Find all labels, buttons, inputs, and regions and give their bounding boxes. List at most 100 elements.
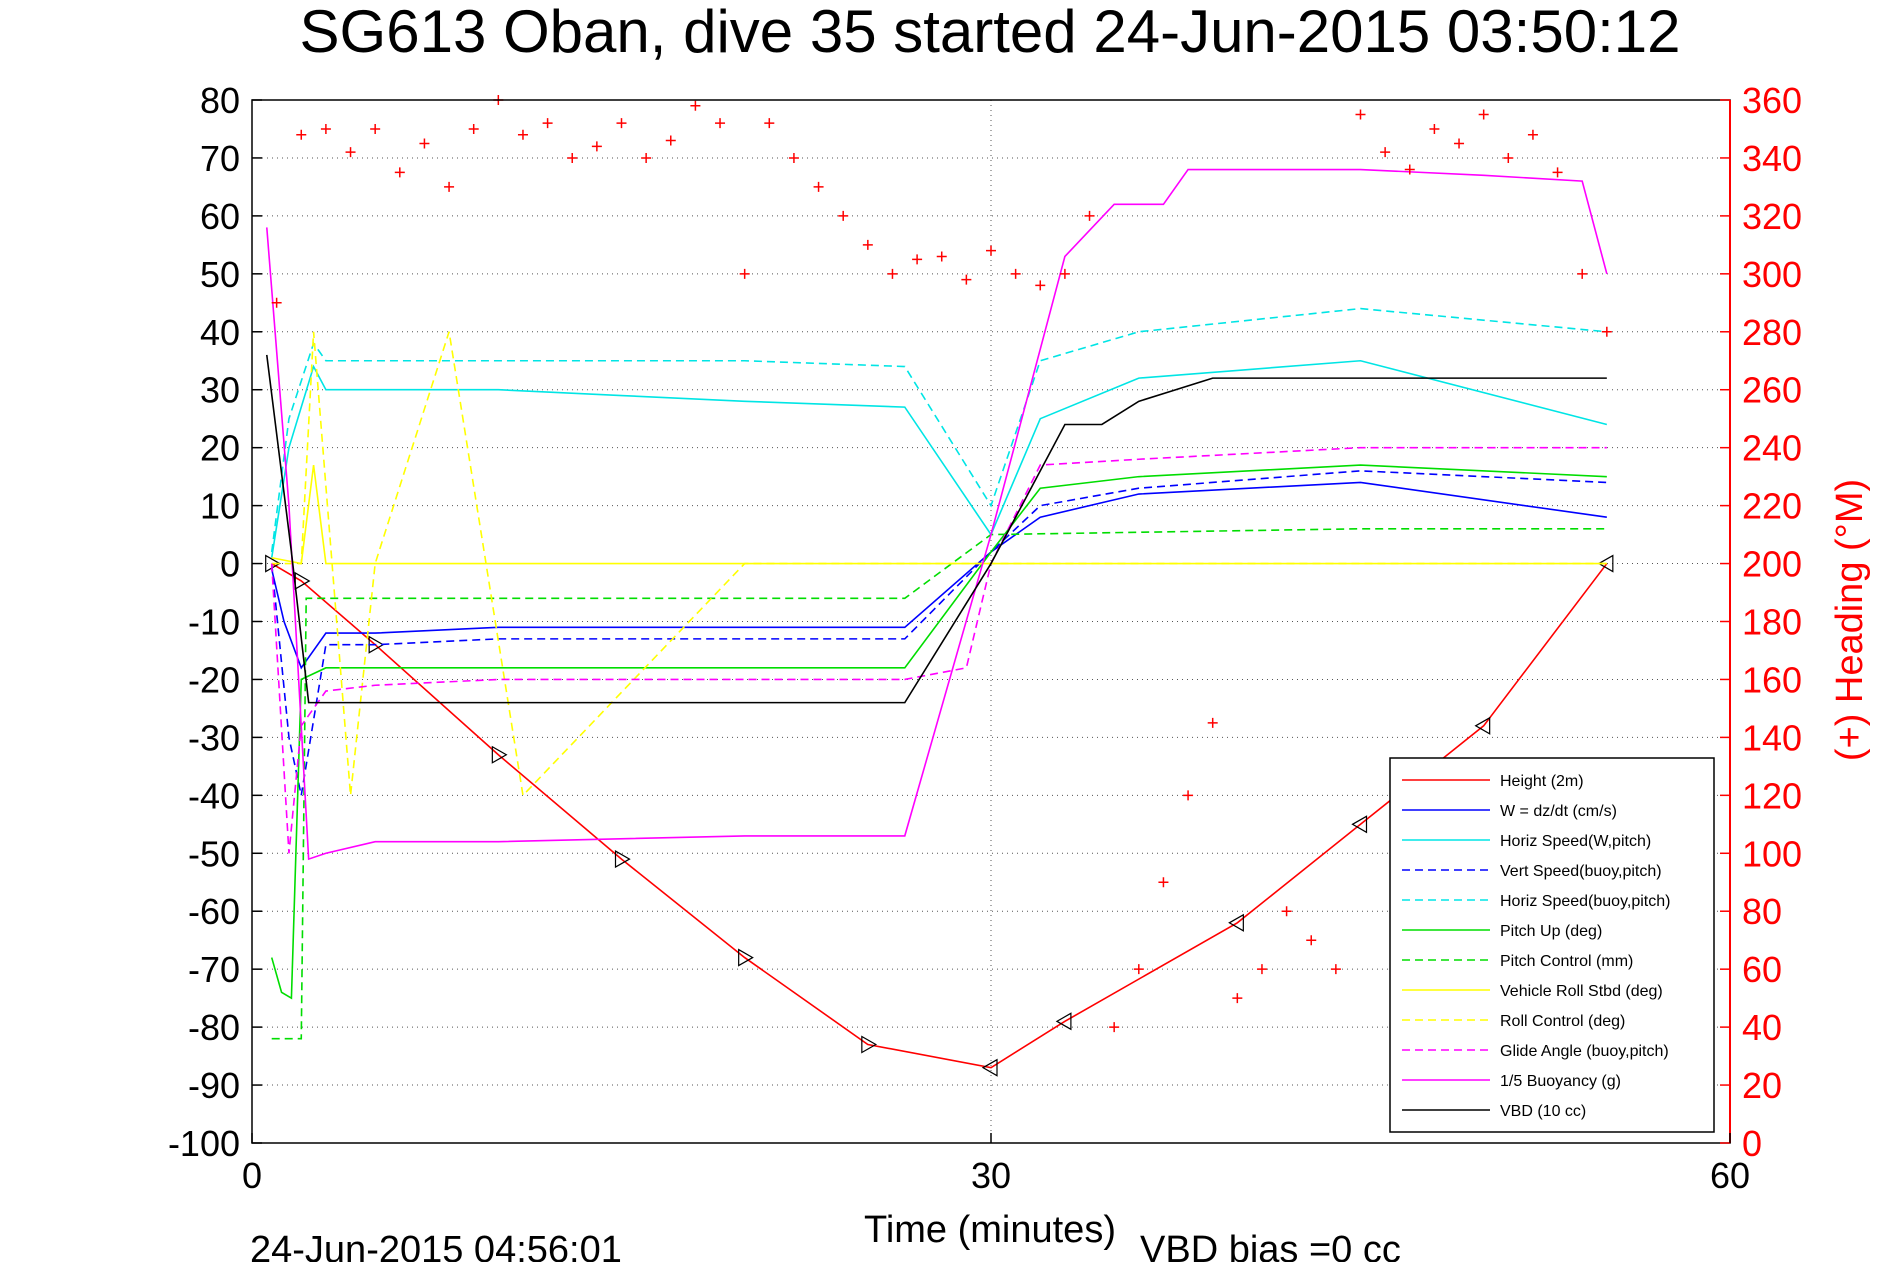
height-marker bbox=[491, 745, 508, 764]
y-right-tick-label: 40 bbox=[1742, 1007, 1782, 1048]
height-marker bbox=[1228, 913, 1244, 932]
y-right-tick-label: 220 bbox=[1742, 486, 1802, 527]
legend-label: Roll Control (deg) bbox=[1500, 1013, 1625, 1030]
series-layer bbox=[265, 95, 1614, 1077]
legend-label: Vehicle Roll Stbd (deg) bbox=[1500, 983, 1663, 1000]
y-right-tick-label: 300 bbox=[1742, 254, 1802, 295]
y-right-tick-label: 320 bbox=[1742, 196, 1802, 237]
series-heading-markers bbox=[271, 95, 1612, 1033]
heading-point bbox=[887, 268, 898, 279]
y-right-tick-label: 200 bbox=[1742, 544, 1802, 585]
heading-point bbox=[813, 181, 824, 192]
legend-label: VBD (10 cc) bbox=[1500, 1103, 1586, 1120]
heading-point bbox=[1059, 268, 1070, 279]
heading-point bbox=[345, 147, 356, 158]
legend-label: 1/5 Buoyancy (g) bbox=[1500, 1073, 1621, 1090]
y-left-tick-label: -90 bbox=[188, 1065, 240, 1106]
legend-box bbox=[1389, 757, 1715, 1133]
y-left-tick-label: 10 bbox=[200, 486, 240, 527]
heading-point bbox=[1478, 109, 1489, 120]
heading-point bbox=[1355, 109, 1366, 120]
footer-timestamp: 24-Jun-2015 04:56:01 bbox=[250, 1229, 622, 1262]
heading-point bbox=[1552, 167, 1563, 178]
heading-point bbox=[1133, 964, 1144, 975]
y-left-tick-label: 0 bbox=[220, 544, 240, 585]
axis-ticks: 80706050403020100-10-20-30-40-50-60-70-8… bbox=[168, 80, 1802, 1196]
x-axis-label: Time (minutes) bbox=[864, 1209, 1116, 1251]
x-tick-label: 30 bbox=[971, 1155, 1011, 1196]
y-left-tick-label: -40 bbox=[188, 775, 240, 816]
height-marker bbox=[1351, 815, 1368, 834]
series-line bbox=[265, 168, 1608, 861]
y-right-tick-label: 260 bbox=[1742, 370, 1802, 411]
heading-point bbox=[1404, 164, 1415, 175]
heading-point bbox=[1429, 123, 1440, 134]
height-marker bbox=[861, 1035, 878, 1054]
y-left-tick-label: 30 bbox=[200, 370, 240, 411]
legend-label: Horiz Speed(buoy,pitch) bbox=[1500, 893, 1670, 910]
heading-point bbox=[739, 268, 750, 279]
heading-point bbox=[1084, 210, 1095, 221]
heading-point bbox=[961, 274, 972, 285]
x-tick-label: 0 bbox=[242, 1155, 262, 1196]
y-right-tick-label: 280 bbox=[1742, 312, 1802, 353]
series-line bbox=[271, 331, 1607, 798]
y-left-tick-label: -60 bbox=[188, 891, 240, 932]
y-right-tick-label: 60 bbox=[1742, 949, 1782, 990]
y-right-tick-label: 120 bbox=[1742, 775, 1802, 816]
heading-point bbox=[1158, 877, 1169, 888]
heading-point bbox=[1035, 280, 1046, 291]
legend-label: Horiz Speed(W,pitch) bbox=[1500, 833, 1651, 850]
y-right-tick-label: 20 bbox=[1742, 1065, 1782, 1106]
y-left-tick-label: 80 bbox=[200, 80, 240, 121]
heading-point bbox=[1454, 138, 1465, 149]
y-left-tick-label: 60 bbox=[200, 196, 240, 237]
heading-point bbox=[1010, 268, 1021, 279]
y-left-tick-label: -30 bbox=[188, 717, 240, 758]
heading-point bbox=[862, 239, 873, 250]
legend-label: Pitch Up (deg) bbox=[1500, 923, 1602, 940]
heading-point bbox=[764, 118, 775, 129]
y-left-tick-label: 40 bbox=[200, 312, 240, 353]
chart-title: SG613 Oban, dive 35 started 24-Jun-2015 … bbox=[300, 0, 1681, 65]
heading-point bbox=[1306, 935, 1317, 946]
legend-label: Height (2m) bbox=[1500, 773, 1584, 790]
y-right-tick-label: 0 bbox=[1742, 1123, 1762, 1164]
height-marker bbox=[981, 1058, 998, 1077]
heading-point bbox=[1330, 964, 1341, 975]
legend-label: W = dz/dt (cm/s) bbox=[1500, 803, 1617, 820]
heading-point bbox=[690, 100, 701, 111]
y-left-tick-label: 70 bbox=[200, 138, 240, 179]
heading-point bbox=[517, 129, 528, 140]
y-right-tick-label: 100 bbox=[1742, 833, 1802, 874]
height-marker bbox=[614, 850, 631, 869]
right-axis-label: (+) Heading (°M) bbox=[1829, 479, 1871, 761]
heading-point bbox=[616, 118, 627, 129]
heading-point bbox=[419, 138, 430, 149]
heading-point bbox=[936, 251, 947, 262]
y-left-tick-label: -10 bbox=[188, 602, 240, 643]
y-left-tick-label: -50 bbox=[188, 833, 240, 874]
y-right-tick-label: 360 bbox=[1742, 80, 1802, 121]
y-right-tick-label: 140 bbox=[1742, 717, 1802, 758]
heading-point bbox=[591, 141, 602, 152]
y-left-tick-label: -80 bbox=[188, 1007, 240, 1048]
heading-point bbox=[1380, 147, 1391, 158]
series-line bbox=[270, 307, 1607, 553]
height-marker bbox=[1055, 1012, 1072, 1031]
height-marker bbox=[1597, 554, 1614, 573]
heading-point bbox=[542, 118, 553, 129]
legend-label: Glide Angle (buoy,pitch) bbox=[1500, 1043, 1669, 1060]
heading-point bbox=[296, 129, 307, 140]
heading-point bbox=[1256, 964, 1267, 975]
heading-point bbox=[370, 123, 381, 134]
heading-point bbox=[444, 181, 455, 192]
heading-point bbox=[986, 245, 996, 256]
heading-point bbox=[1232, 993, 1243, 1004]
heading-point bbox=[641, 152, 652, 163]
heading-point bbox=[1207, 717, 1218, 728]
y-right-tick-label: 340 bbox=[1742, 138, 1802, 179]
heading-point bbox=[1183, 790, 1194, 801]
heading-point bbox=[1527, 129, 1538, 140]
